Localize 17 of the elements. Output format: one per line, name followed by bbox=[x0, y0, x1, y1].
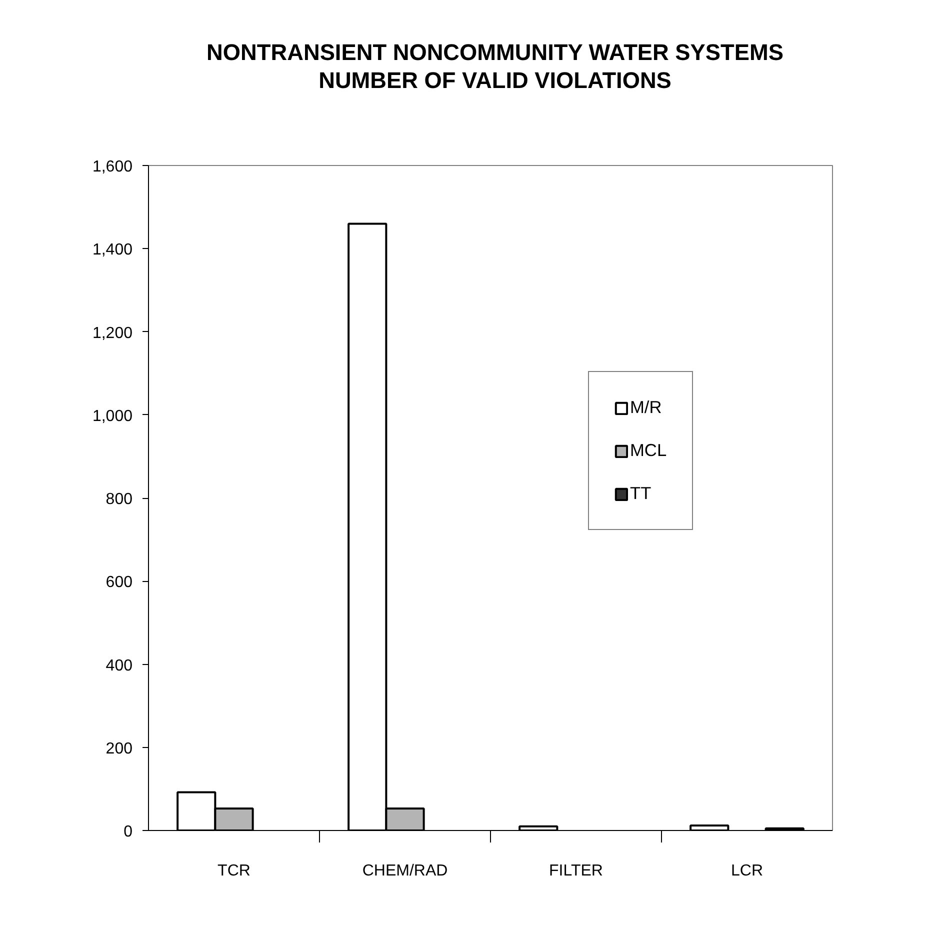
y-tick-label: 1,000 bbox=[92, 408, 133, 425]
y-tick-label: 1,400 bbox=[92, 242, 133, 259]
x-tick-label: CHEM/RAD bbox=[362, 862, 448, 880]
y-tick-label: 200 bbox=[106, 740, 133, 758]
legend-label: TT bbox=[630, 483, 652, 504]
y-tick-label: 0 bbox=[124, 824, 133, 840]
y-tick-label: 800 bbox=[106, 491, 133, 508]
x-tick-label: TCR bbox=[218, 862, 250, 880]
y-tick-label: 600 bbox=[106, 574, 133, 592]
y-tick-label: 1,600 bbox=[92, 158, 133, 176]
x-tick-label: LCR bbox=[730, 862, 764, 880]
y-tick-label: 400 bbox=[106, 657, 133, 674]
chart-title: NONTRANSIENT NONCOMMUNITY WATER SYSTEMS NUMBER OF VALID VIOLATIONS bbox=[206, 38, 784, 95]
x-tick-label: FILTER bbox=[549, 862, 603, 880]
legend-label: M/R bbox=[630, 397, 662, 418]
y-tick-label: 1,200 bbox=[92, 324, 133, 342]
legend-label: MCL bbox=[630, 440, 667, 461]
